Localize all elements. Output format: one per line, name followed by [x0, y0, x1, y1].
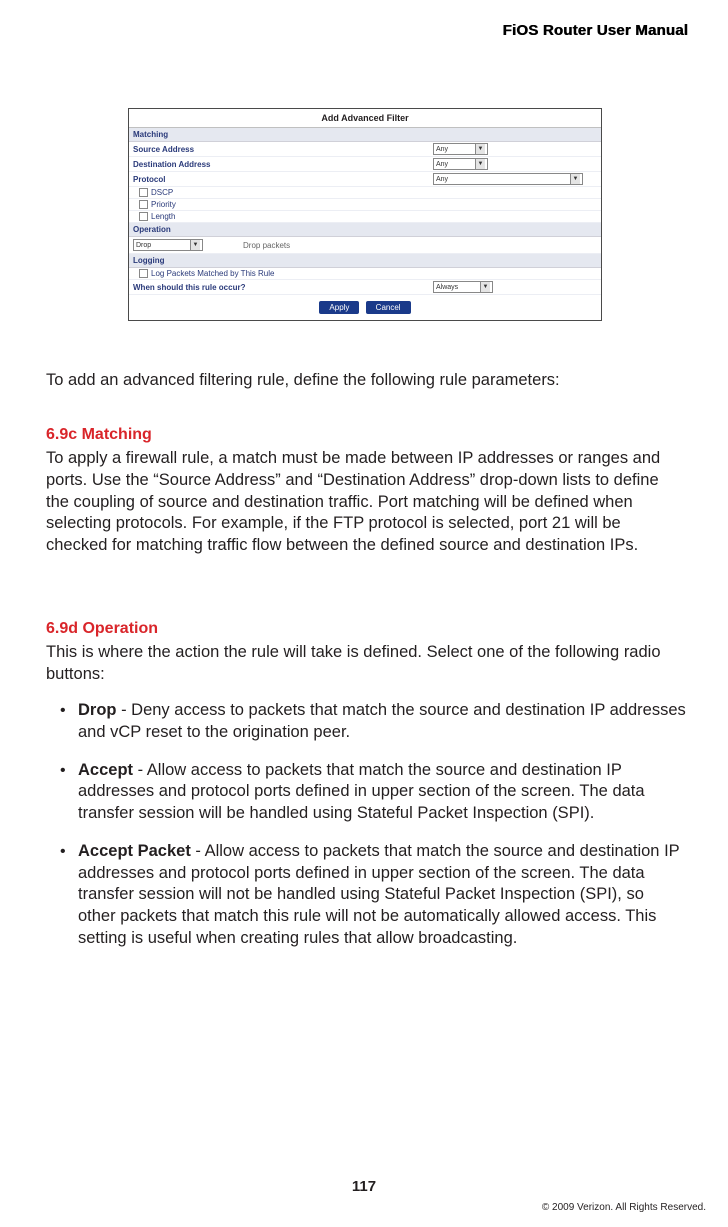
- length-checkbox[interactable]: [139, 212, 148, 221]
- list-item: Drop - Deny access to packets that match…: [56, 700, 686, 744]
- dest-address-select[interactable]: Any ▼: [433, 158, 488, 170]
- schedule-label: When should this rule occur?: [133, 283, 433, 292]
- operation-heading: 6.9d Operation: [46, 618, 686, 639]
- protocol-select[interactable]: Any ▼: [433, 173, 583, 185]
- protocol-label: Protocol: [133, 175, 433, 184]
- dialog-button-row: Apply Cancel: [129, 295, 601, 320]
- length-label: Length: [151, 212, 175, 221]
- list-item: Accept - Allow access to packets that ma…: [56, 760, 686, 825]
- accept-packet-term: Accept Packet: [78, 842, 191, 860]
- matching-header: Matching: [129, 128, 601, 142]
- log-packets-checkbox[interactable]: [139, 269, 148, 278]
- operation-value: Drop: [136, 242, 151, 249]
- list-item: Accept Packet - Allow access to packets …: [56, 841, 686, 950]
- cancel-button[interactable]: Cancel: [366, 301, 411, 314]
- length-row: Length: [129, 211, 601, 223]
- schedule-row: When should this rule occur? Always ▼: [129, 280, 601, 295]
- source-address-row: Source Address Any ▼: [129, 142, 601, 157]
- dialog-title: Add Advanced Filter: [129, 109, 601, 128]
- source-address-select[interactable]: Any ▼: [433, 143, 488, 155]
- operation-bullet-list: Drop - Deny access to packets that match…: [56, 700, 686, 966]
- priority-row: Priority: [129, 199, 601, 211]
- chevron-down-icon: ▼: [475, 144, 485, 154]
- log-packets-label: Log Packets Matched by This Rule: [151, 269, 274, 278]
- dest-address-label: Destination Address: [133, 160, 433, 169]
- dscp-label: DSCP: [151, 188, 173, 197]
- source-address-label: Source Address: [133, 145, 433, 154]
- apply-button[interactable]: Apply: [319, 301, 359, 314]
- chevron-down-icon: ▼: [480, 282, 490, 292]
- logging-header: Logging: [129, 254, 601, 268]
- dest-address-row: Destination Address Any ▼: [129, 157, 601, 172]
- operation-header: Operation: [129, 223, 601, 237]
- protocol-row: Protocol Any ▼: [129, 172, 601, 187]
- chevron-down-icon: ▼: [190, 240, 200, 250]
- operation-action-text: Drop packets: [243, 241, 290, 250]
- drop-term: Drop: [78, 701, 117, 719]
- operation-select[interactable]: Drop ▼: [133, 239, 203, 251]
- chevron-down-icon: ▼: [570, 174, 580, 184]
- protocol-value: Any: [436, 176, 448, 183]
- logging-row: Log Packets Matched by This Rule: [129, 268, 601, 280]
- intro-paragraph: To add an advanced filtering rule, defin…: [46, 370, 686, 392]
- operation-row: Drop ▼ Drop packets: [129, 237, 601, 254]
- dscp-row: DSCP: [129, 187, 601, 199]
- schedule-value: Always: [436, 284, 458, 291]
- dscp-checkbox[interactable]: [139, 188, 148, 197]
- operation-body: This is where the action the rule will t…: [46, 642, 686, 686]
- priority-checkbox[interactable]: [139, 200, 148, 209]
- priority-label: Priority: [151, 200, 176, 209]
- dest-address-value: Any: [436, 161, 448, 168]
- filter-dialog-screenshot: Add Advanced Filter Matching Source Addr…: [128, 108, 602, 321]
- matching-heading: 6.9c Matching: [46, 424, 686, 445]
- manual-title: FiOS Router User Manual: [503, 22, 688, 39]
- accept-desc: - Allow access to packets that match the…: [78, 761, 645, 823]
- accept-term: Accept: [78, 761, 133, 779]
- drop-desc: - Deny access to packets that match the …: [78, 701, 686, 741]
- matching-body: To apply a firewall rule, a match must b…: [46, 448, 686, 557]
- schedule-select[interactable]: Always ▼: [433, 281, 493, 293]
- copyright-text: © 2009 Verizon. All Rights Reserved.: [542, 1202, 706, 1213]
- page-number: 117: [0, 1178, 728, 1195]
- source-address-value: Any: [436, 146, 448, 153]
- chevron-down-icon: ▼: [475, 159, 485, 169]
